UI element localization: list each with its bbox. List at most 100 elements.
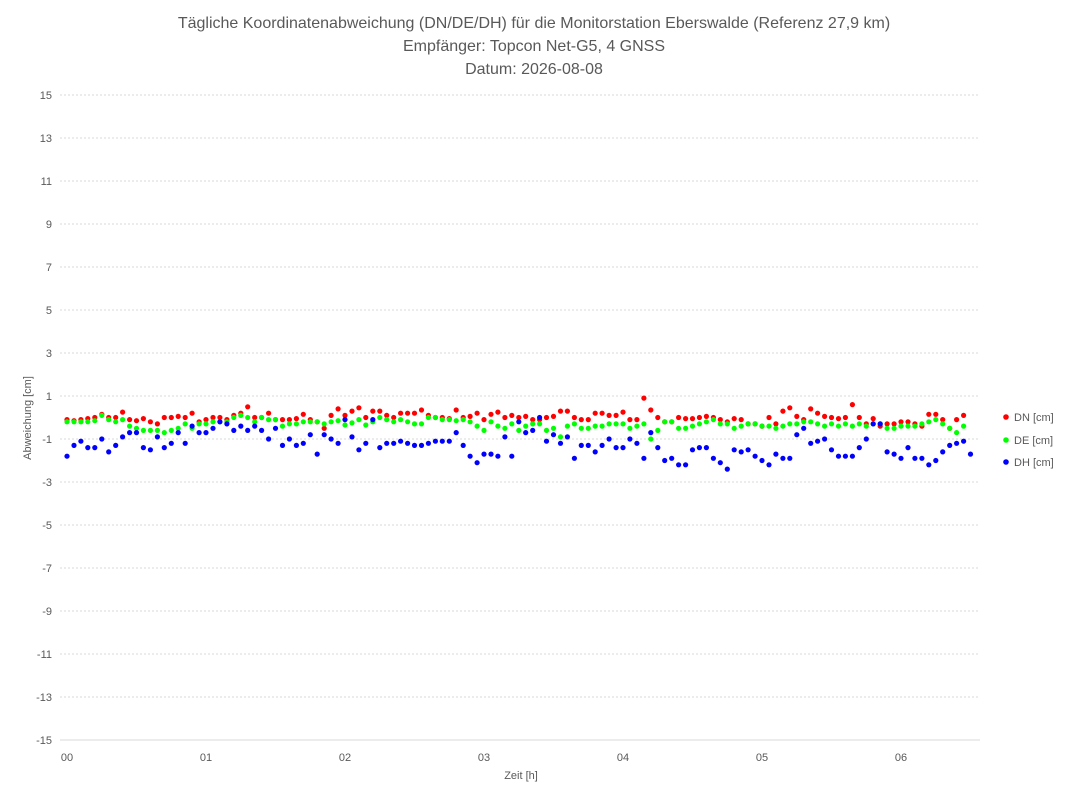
data-point-dn	[676, 414, 682, 421]
data-point-de	[891, 425, 897, 431]
data-point-de	[474, 423, 480, 429]
data-point-dh	[780, 455, 786, 461]
data-point-dh	[766, 462, 772, 468]
data-point-de	[259, 414, 265, 421]
data-point-de	[328, 419, 334, 425]
data-point-dn	[488, 411, 494, 417]
data-point-dn	[787, 405, 793, 411]
data-point-dh	[550, 432, 557, 438]
data-point-dn	[766, 414, 772, 421]
data-point-dh	[231, 427, 237, 433]
data-point-de	[196, 421, 202, 427]
data-point-dh	[453, 430, 459, 436]
y-tick-label: -1	[42, 434, 52, 446]
data-point-de	[689, 423, 696, 429]
data-point-dn	[481, 417, 487, 423]
data-point-dn	[370, 408, 376, 414]
data-point-dh	[446, 438, 452, 444]
data-point-dh	[662, 457, 668, 464]
legend-marker-dh	[1003, 459, 1009, 465]
data-point-dn	[502, 414, 508, 421]
data-point-dh	[328, 436, 334, 442]
data-point-de	[530, 421, 536, 427]
data-point-dn	[891, 421, 897, 427]
data-point-dh	[516, 419, 522, 425]
data-point-dn	[523, 413, 529, 419]
data-point-dh	[703, 445, 710, 451]
data-point-dh	[905, 445, 911, 451]
chart-title-line-2: Empfänger: Topcon Net-G5, 4 GNSS	[403, 38, 665, 55]
data-point-de	[106, 417, 112, 423]
data-point-dh	[933, 457, 939, 464]
data-point-dn	[335, 406, 341, 412]
data-point-de	[641, 421, 647, 427]
y-tick-label: 15	[40, 90, 52, 102]
data-point-de	[620, 421, 626, 427]
data-point-dh	[606, 436, 612, 442]
data-point-dn	[252, 414, 258, 421]
data-point-dn	[398, 410, 404, 416]
data-point-dn	[578, 417, 584, 423]
data-point-de	[599, 423, 605, 429]
data-point-de	[863, 423, 869, 429]
data-point-de	[293, 421, 299, 427]
data-point-de	[676, 425, 682, 431]
data-point-dn	[217, 414, 223, 421]
data-point-de	[272, 417, 279, 423]
legend-marker-de	[1003, 437, 1009, 443]
data-point-dh	[356, 447, 362, 453]
data-point-dh	[613, 445, 619, 451]
data-point-dn	[418, 407, 425, 413]
data-point-dn	[731, 416, 737, 422]
data-point-de	[578, 425, 584, 431]
data-point-dh	[133, 430, 140, 436]
data-point-de	[571, 421, 578, 427]
data-point-dh	[238, 423, 244, 429]
data-point-dh	[245, 427, 251, 433]
y-tick-label: -15	[36, 735, 52, 747]
data-point-dn	[961, 412, 967, 418]
data-point-dh	[530, 427, 536, 433]
data-point-dh	[509, 453, 515, 459]
x-tick-label: 00	[61, 752, 73, 764]
data-point-dn	[453, 407, 459, 413]
data-point-dh	[210, 425, 216, 431]
y-tick-label: 7	[46, 262, 52, 274]
data-point-de	[849, 423, 856, 429]
data-point-dh	[738, 449, 744, 455]
data-point-dn	[835, 416, 842, 422]
data-point-de	[822, 423, 828, 429]
data-point-dn	[940, 417, 946, 423]
data-point-de	[238, 412, 244, 418]
data-point-de	[453, 418, 459, 424]
data-point-de	[585, 425, 591, 431]
data-point-dn	[849, 402, 856, 408]
data-point-de	[787, 421, 793, 427]
data-point-de	[349, 420, 355, 426]
data-point-dh	[641, 455, 647, 461]
x-tick-label: 06	[895, 752, 907, 764]
data-point-de	[64, 419, 70, 425]
data-point-dh	[710, 455, 717, 461]
data-point-de	[662, 419, 668, 425]
data-point-de	[92, 418, 98, 424]
data-point-de	[133, 425, 140, 431]
data-point-de	[154, 427, 160, 433]
data-point-de	[537, 421, 543, 427]
data-point-de	[856, 421, 862, 427]
data-point-de	[231, 414, 237, 421]
data-point-de	[703, 419, 710, 425]
data-point-dn	[655, 414, 661, 421]
data-point-dn	[585, 417, 591, 423]
data-point-de	[439, 417, 445, 423]
data-point-de	[335, 418, 341, 424]
data-point-de	[78, 419, 84, 425]
y-tick-label: 9	[46, 219, 52, 231]
data-point-dn	[696, 414, 703, 421]
data-point-de	[961, 423, 967, 429]
y-tick-label: -3	[42, 477, 52, 489]
data-point-dh	[634, 440, 640, 446]
data-point-dn	[856, 414, 862, 421]
data-point-dh	[794, 432, 800, 438]
data-point-de	[898, 423, 904, 429]
